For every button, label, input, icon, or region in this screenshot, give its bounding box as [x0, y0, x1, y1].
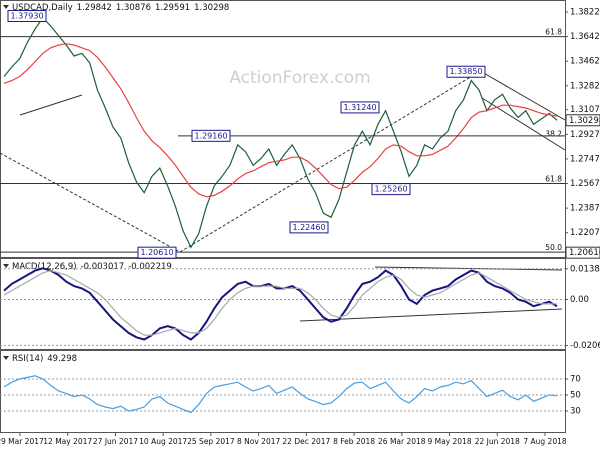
trendlines: [0, 69, 483, 253]
header-value: 1.29591: [155, 3, 190, 13]
header-value: 1.30298: [194, 3, 229, 13]
annotation-label: 1.29160: [194, 131, 227, 140]
fib-label: 50.0: [545, 243, 562, 252]
fib-label: 61.8: [545, 175, 562, 184]
annotation-box: [7, 9, 47, 22]
indicator-line: [3, 267, 558, 341]
y-tick-label: 1.38220: [570, 8, 600, 18]
channel-line: [481, 71, 566, 121]
x-tick-label: 29 Mar 2017: [0, 437, 44, 446]
price-line: [3, 16, 558, 249]
annotation-box: [371, 183, 411, 196]
x-tick-label: 7 Aug 2018: [523, 437, 566, 446]
y-tick-label: 1.22070: [570, 228, 600, 238]
annotation-label: 1.37930: [10, 11, 43, 20]
header-arrow: [3, 264, 9, 268]
x-tick-label: 22 Jun 2018: [475, 437, 520, 446]
y-tick-label: 1.31070: [570, 105, 600, 115]
fib-label: 38.2: [545, 130, 562, 139]
header-arrow: [3, 356, 9, 360]
indicator-line: [3, 43, 558, 198]
header-value: -0.003017: [81, 262, 125, 272]
indicator-line: [3, 269, 557, 336]
x-tick-label: 22 Dec 2017: [282, 437, 330, 446]
price-marker: [565, 114, 600, 127]
macd-trendline: [299, 308, 563, 322]
header-value: -0.002219: [128, 262, 172, 272]
x-tick-label: 26 Mar 2018: [378, 437, 426, 446]
y-tick-label: 50: [570, 391, 581, 401]
price-marker: [565, 246, 600, 259]
annotation-label: 1.31240: [343, 103, 376, 112]
header-title: USDCAD,Daily: [12, 3, 73, 13]
annotation-box: [137, 246, 177, 259]
x-tick-label: 12 May 2017: [43, 437, 92, 446]
y-tick-label: 1.34620: [570, 57, 600, 67]
y-tick-label: 1.29270: [570, 130, 600, 140]
panel-header: MACD(12,26,9) -0.003017 -0.002219: [12, 262, 172, 272]
y-tick-label: -0.020646: [570, 341, 600, 351]
channel-line: [481, 97, 566, 151]
x-tick-label: 25 Sep 2017: [187, 437, 235, 446]
header-value: 1.29842: [77, 3, 112, 13]
x-tick-label: 8 Feb 2018: [333, 437, 375, 446]
dashed-trendline: [0, 152, 181, 253]
header-value: 1.30876: [116, 3, 151, 13]
y-tick-label: 1.27470: [570, 154, 600, 164]
annotation-label: 1.33850: [449, 67, 482, 76]
header-value: 49.298: [47, 354, 77, 364]
watermark: ActionForex.com: [229, 68, 370, 88]
header-title: RSI(14): [12, 354, 43, 364]
price-marker-label: 1.20610: [569, 248, 600, 258]
x-tick-label: 27 Jun 2017: [93, 437, 138, 446]
price-panel: [0, 0, 566, 258]
annotation-label: 1.25260: [374, 185, 407, 194]
annotation-box: [191, 129, 231, 142]
annotation-label: 1.20610: [140, 248, 173, 257]
y-tick-label: 0.013802: [570, 264, 600, 274]
header-arrow: [3, 5, 9, 9]
annotation-box: [340, 101, 380, 114]
x-tick-label: 10 Aug 2017: [139, 437, 187, 446]
annotation-box: [289, 221, 329, 234]
rsi-panel: [0, 350, 566, 433]
y-tick-label: 70: [570, 375, 581, 385]
y-tick-label: 30: [570, 407, 581, 417]
price-marker-label: 1.30298: [569, 116, 600, 126]
y-tick-label: 1.36420: [570, 32, 600, 42]
macd-panel: [0, 258, 566, 350]
x-tick-label: 9 May 2018: [427, 437, 471, 446]
y-tick-label: 1.23870: [570, 204, 600, 214]
trendline: [19, 94, 83, 116]
annotation-box: [446, 65, 486, 78]
y-tick-label: 0.00: [570, 295, 589, 305]
panel-header: USDCAD,Daily 1.29842 1.30876 1.29591 1.30298: [12, 3, 229, 13]
indicator-line: [3, 375, 558, 414]
x-tick-label: 8 Nov 2017: [237, 437, 280, 446]
fib-label: 61.8: [545, 28, 562, 37]
y-tick-label: 1.25670: [570, 179, 600, 189]
dashed-trendline: [179, 69, 483, 253]
y-tick-label: 1.32820: [570, 81, 600, 91]
panel-header: RSI(14) 49.298: [12, 354, 77, 364]
header-title: MACD(12,26,9): [12, 262, 77, 272]
annotation-label: 1.22460: [292, 223, 325, 232]
